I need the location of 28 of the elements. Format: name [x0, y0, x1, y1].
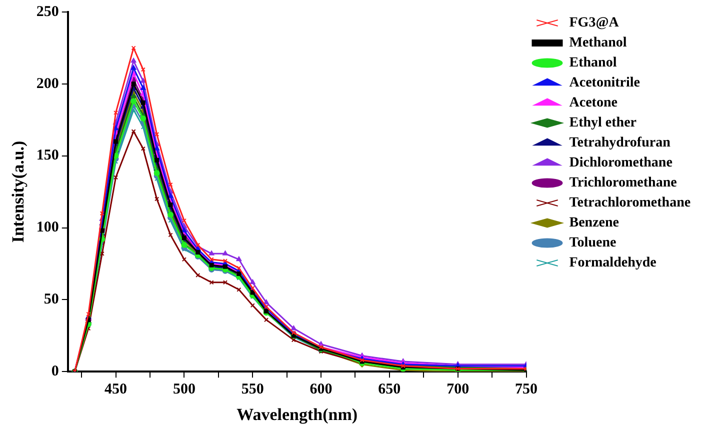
x-tick-label: 450 [104, 381, 128, 398]
legend-label: Acetonitrile [569, 76, 640, 91]
y-tick-label: 250 [36, 4, 59, 20]
legend-label: Trichloromethane [569, 176, 677, 191]
legend-label: Tetrachloromethane [569, 196, 691, 211]
legend-label: Acetone [569, 96, 618, 111]
x-tick-label: 550 [241, 381, 264, 398]
legend-label: Tetrahydrofuran [569, 136, 671, 151]
legend-label: Toluene [569, 236, 616, 251]
y-tick-label: 0 [51, 363, 59, 380]
legend-label: Methanol [569, 36, 627, 51]
legend-label: Ethanol [569, 56, 617, 71]
legend-label: Ethyl ether [569, 116, 637, 131]
y-tick-label: 200 [36, 76, 59, 92]
x-tick-label: 500 [172, 381, 196, 398]
y-tick-label: 50 [44, 292, 59, 308]
y-tick-label: 100 [36, 220, 59, 236]
x-tick-label: 700 [446, 381, 470, 398]
x-tick-label: 750 [515, 381, 538, 398]
legend-label: Formaldehyde [569, 256, 656, 271]
y-axis-title: Intensity(a.u.) [8, 140, 28, 243]
legend-label: Benzene [569, 216, 620, 231]
x-tick-label: 650 [378, 381, 401, 398]
legend-label: Dichloromethane [569, 156, 672, 171]
y-tick-label: 150 [36, 148, 59, 164]
x-axis-title: Wavelength(nm) [236, 405, 358, 424]
x-tick-label: 600 [310, 381, 332, 398]
legend-label: FG3@A [569, 16, 620, 31]
